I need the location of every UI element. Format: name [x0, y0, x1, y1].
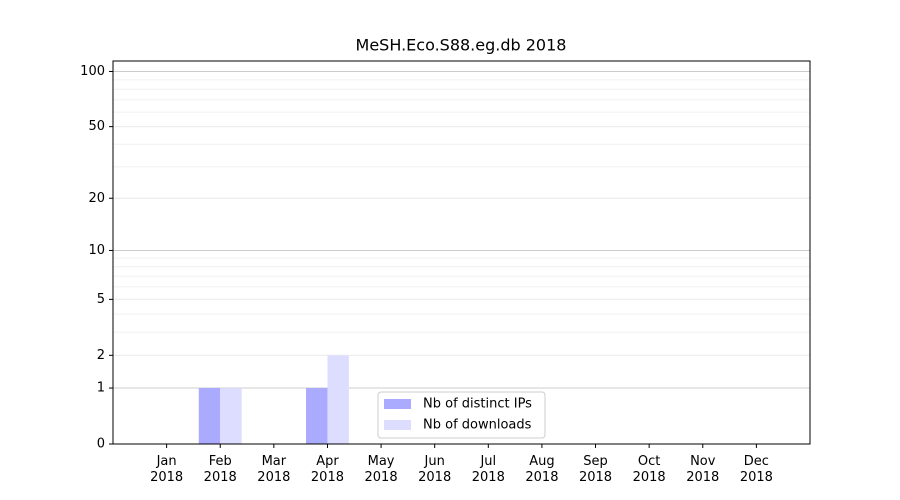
y-tick-label: 20 [88, 191, 105, 206]
bar [198, 388, 221, 444]
x-tick-label: Apr 2018 [311, 454, 344, 485]
legend-swatch [384, 420, 411, 430]
x-tick-label: Oct 2018 [633, 454, 666, 485]
bar [306, 388, 328, 444]
legend-box [377, 391, 546, 439]
y-tick-label: 1 [97, 381, 105, 396]
bar [327, 355, 349, 444]
x-tick-label: Sep 2018 [579, 454, 612, 485]
y-tick-label: 10 [88, 243, 105, 258]
x-tick-label: Jan 2018 [150, 454, 183, 485]
y-tick-label: 0 [97, 437, 105, 452]
legend-label: Nb of distinct IPs [423, 397, 532, 412]
x-tick-label: Jun 2018 [418, 454, 451, 485]
x-tick-label: May 2018 [365, 454, 398, 485]
x-tick-label: Mar 2018 [257, 454, 290, 485]
x-tick-label: Dec 2018 [740, 454, 773, 485]
x-tick-label: Jul 2018 [472, 454, 505, 485]
legend-swatch [384, 399, 411, 409]
chart-title: MeSH.Eco.S88.eg.db 2018 [356, 36, 567, 55]
x-tick-label: Nov 2018 [686, 454, 719, 485]
legend-label: Nb of downloads [423, 418, 532, 433]
bar [220, 388, 242, 444]
y-tick-label: 50 [88, 119, 105, 134]
y-tick-label: 5 [97, 292, 105, 307]
x-tick-label: Aug 2018 [525, 454, 558, 485]
y-tick-label: 100 [80, 64, 105, 79]
plot-frame [112, 60, 811, 445]
x-tick-label: Feb 2018 [204, 454, 237, 485]
y-tick-label: 2 [97, 348, 105, 363]
